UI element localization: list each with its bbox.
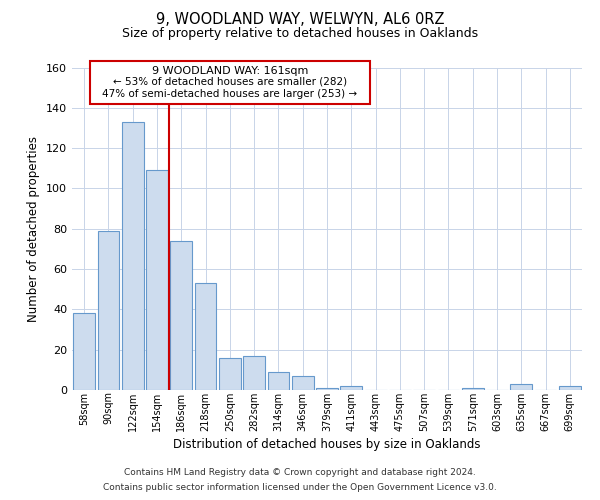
Bar [194,283,217,390]
Bar [292,376,314,390]
Bar [268,372,289,390]
Bar [243,356,265,390]
Bar [73,314,95,390]
Bar [511,384,532,390]
Bar [559,386,581,390]
Text: 9, WOODLAND WAY, WELWYN, AL6 0RZ: 9, WOODLAND WAY, WELWYN, AL6 0RZ [156,12,444,28]
Text: Contains HM Land Registry data © Crown copyright and database right 2024.: Contains HM Land Registry data © Crown c… [124,468,476,477]
Bar [170,241,192,390]
Text: Size of property relative to detached houses in Oaklands: Size of property relative to detached ho… [122,28,478,40]
Text: Contains public sector information licensed under the Open Government Licence v3: Contains public sector information licen… [103,483,497,492]
Text: 47% of semi-detached houses are larger (253) →: 47% of semi-detached houses are larger (… [102,90,358,100]
Bar [146,170,168,390]
Text: 9 WOODLAND WAY: 161sqm: 9 WOODLAND WAY: 161sqm [152,66,308,76]
Bar [340,386,362,390]
Text: ← 53% of detached houses are smaller (282): ← 53% of detached houses are smaller (28… [113,76,347,86]
Bar [122,122,143,390]
FancyBboxPatch shape [90,62,370,104]
Bar [219,358,241,390]
X-axis label: Distribution of detached houses by size in Oaklands: Distribution of detached houses by size … [173,438,481,450]
Bar [462,388,484,390]
Y-axis label: Number of detached properties: Number of detached properties [28,136,40,322]
Bar [97,231,119,390]
Bar [316,388,338,390]
